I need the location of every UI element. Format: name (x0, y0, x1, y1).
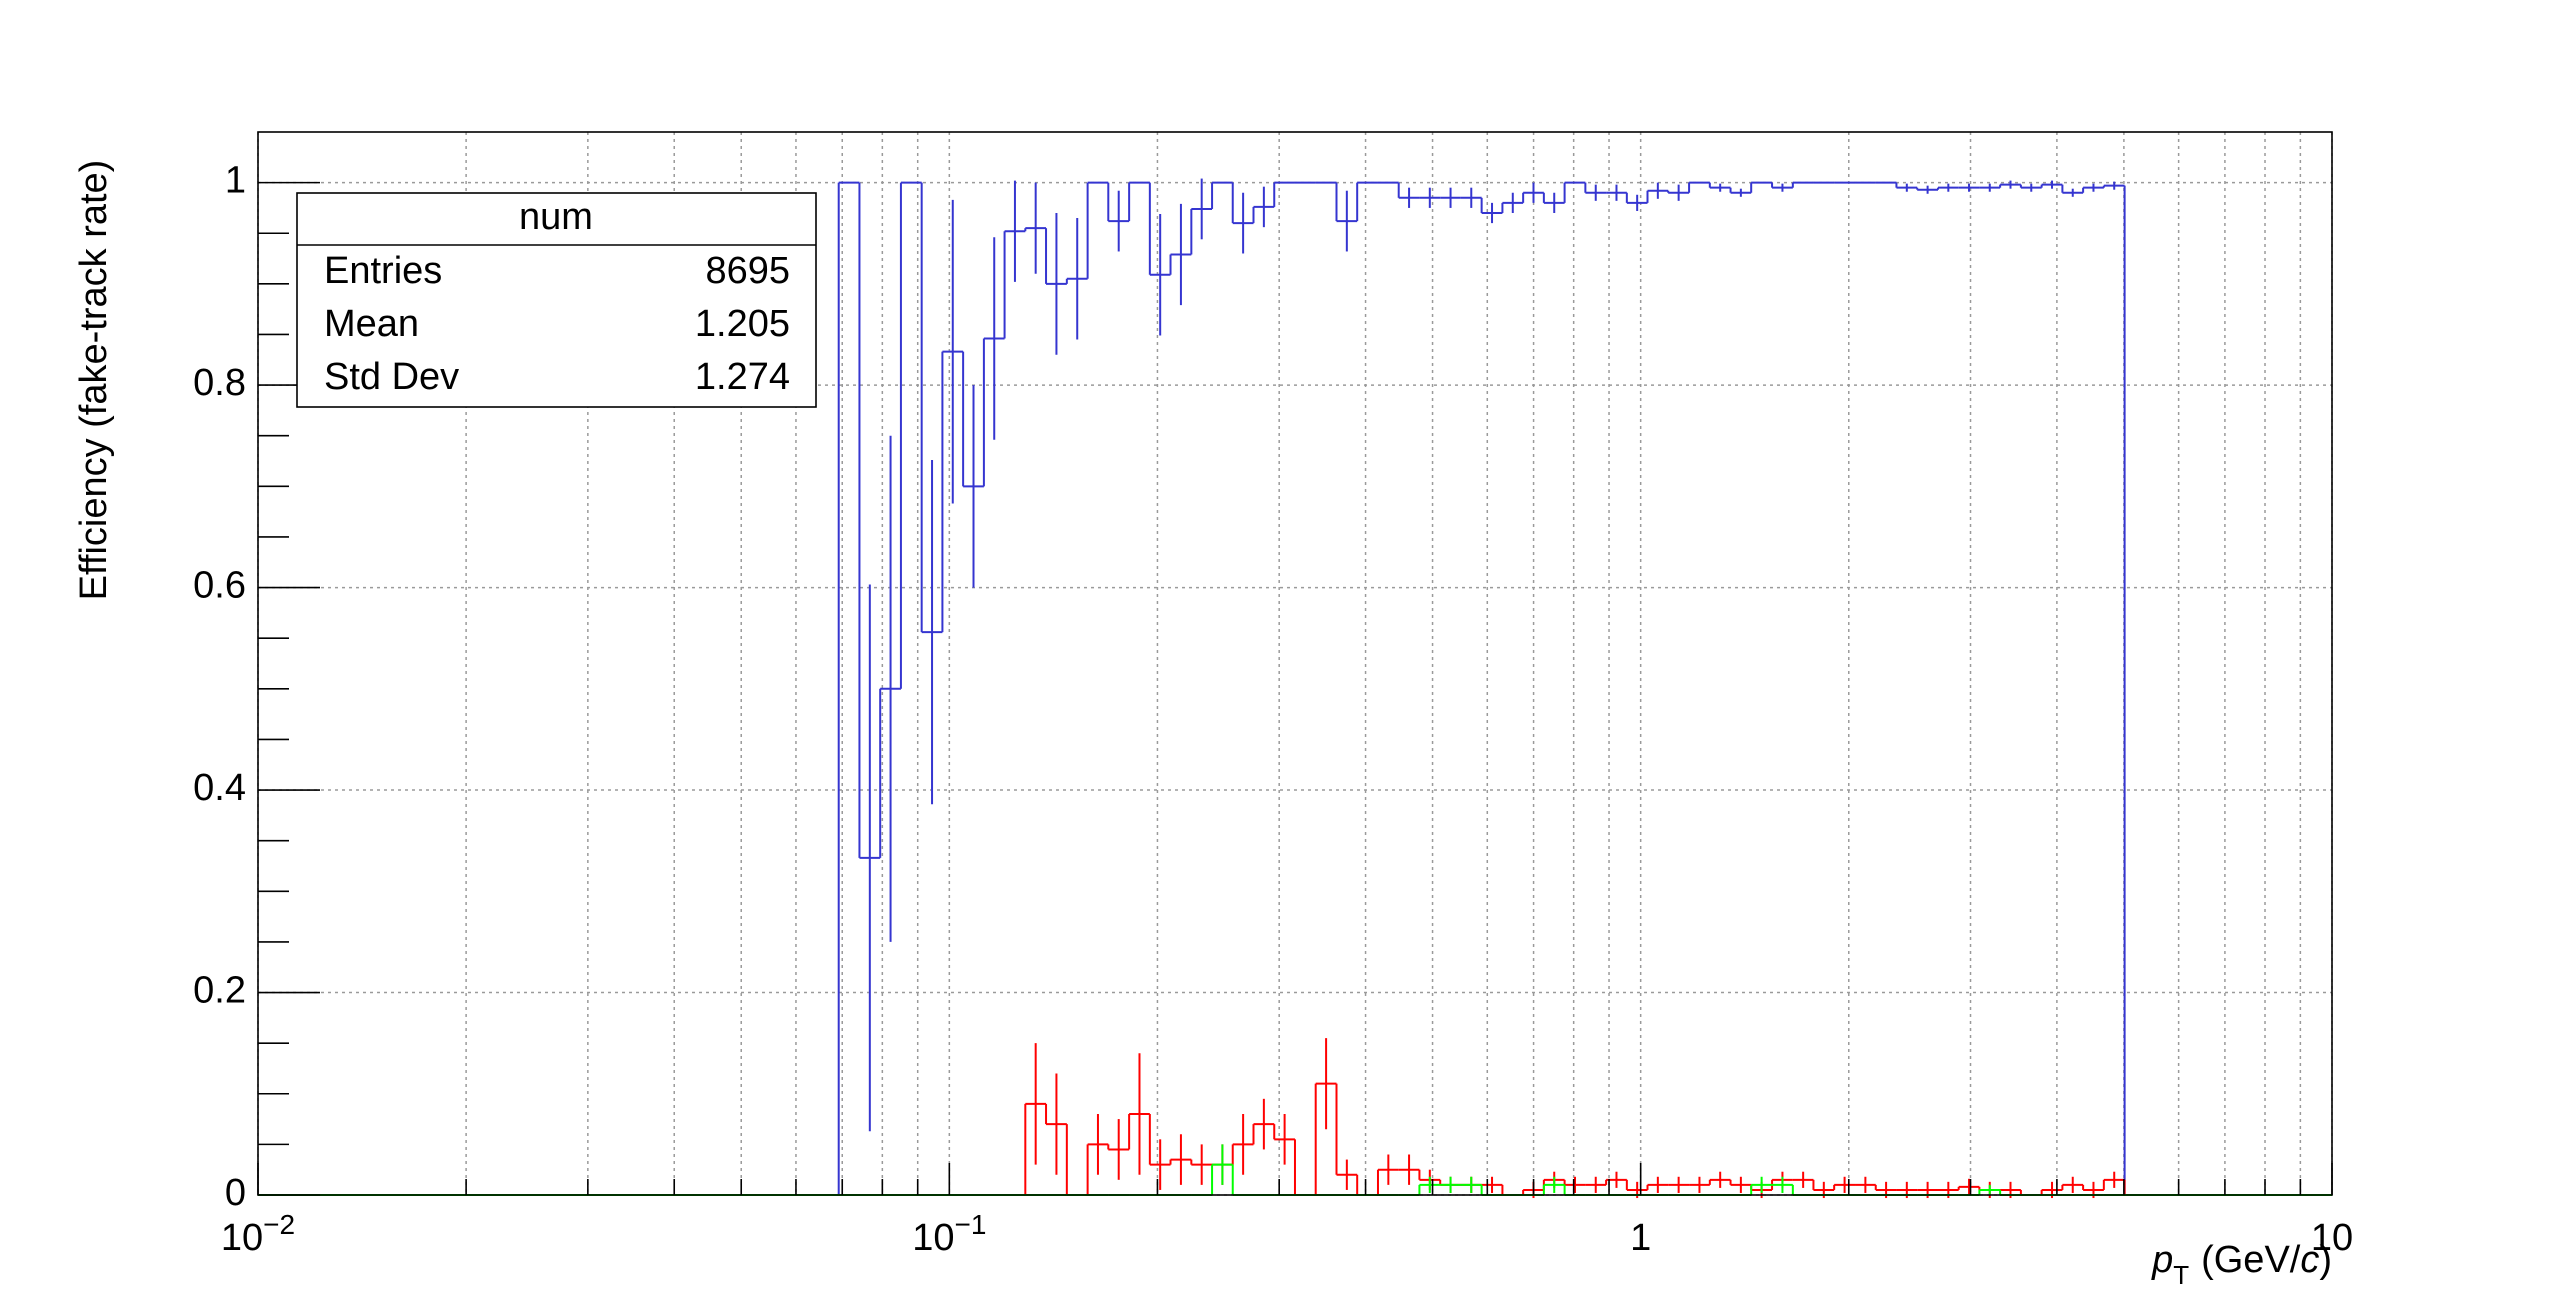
stats-value: 1.205 (695, 303, 790, 345)
y-tick-label: 0 (225, 1172, 246, 1214)
y-tick-label: 0.6 (193, 565, 246, 607)
x-axis-subscript: T (2173, 1260, 2189, 1290)
stats-label: Std Dev (324, 356, 459, 398)
grid (257, 132, 2333, 1196)
stats-title: num (519, 196, 593, 238)
x-tick-base: 10 (912, 1217, 954, 1259)
y-tick-label: 1 (225, 160, 246, 202)
x-axis-unit-var: c (2300, 1239, 2319, 1281)
x-tick-label: 10 (2311, 1217, 2353, 1259)
y-axis-title: Efficiency (fake-track rate) (73, 160, 115, 601)
stats-frame (296, 192, 817, 408)
stats-label: Mean (324, 303, 419, 345)
frame (257, 131, 2333, 1196)
y-tick-label: 0.4 (193, 767, 246, 809)
x-axis-unit-end: ) (2319, 1239, 2332, 1281)
x-tick-label: 10−2 (221, 1209, 295, 1259)
x-tick-exponent: −2 (263, 1209, 295, 1240)
x-axis-symbol: p (2151, 1239, 2173, 1281)
x-tick-label: 10−1 (912, 1209, 986, 1259)
x-axis-unit: (GeV/ (2201, 1239, 2301, 1281)
y-tick-label: 0.8 (193, 362, 246, 404)
x-tick-exponent: −1 (955, 1209, 987, 1240)
stats-label: Entries (324, 250, 442, 292)
x-tick-label: 1 (1630, 1217, 1651, 1259)
x-axis-title: pT (GeV/c) (2151, 1239, 2332, 1290)
stats-box: num Entries 8695 Mean 1.205 Std Dev 1.274 (296, 192, 817, 408)
stats-value: 1.274 (695, 356, 790, 398)
y-tick-label: 0.2 (193, 970, 246, 1012)
stats-value: 8695 (705, 250, 790, 292)
x-tick-base: 10 (221, 1217, 263, 1259)
